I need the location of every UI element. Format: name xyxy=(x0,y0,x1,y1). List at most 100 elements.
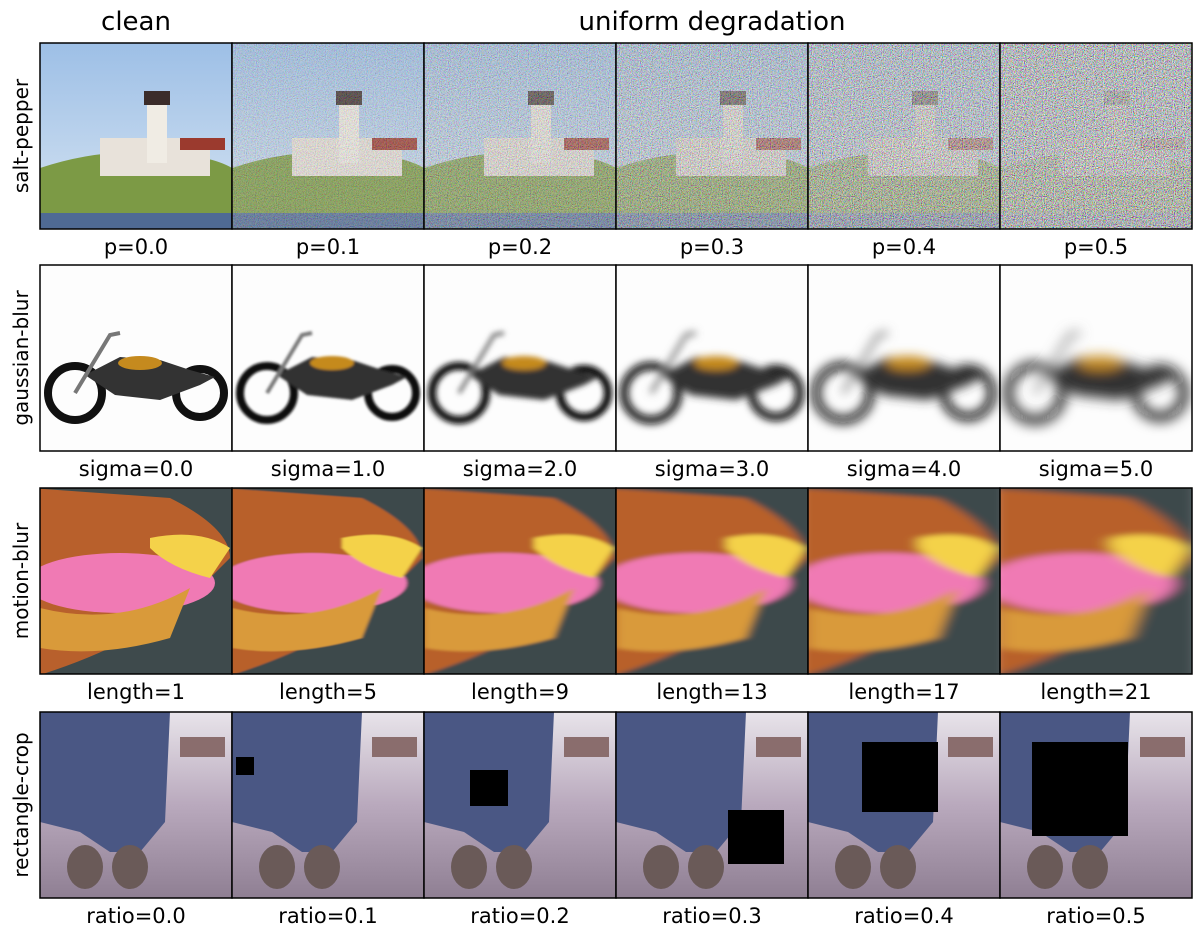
hand xyxy=(1027,845,1063,889)
hand xyxy=(643,845,679,889)
image-cell xyxy=(232,43,424,229)
hand xyxy=(496,845,532,889)
caption: sigma=4.0 xyxy=(847,457,961,481)
caption: sigma=0.0 xyxy=(79,457,193,481)
column-header: clean xyxy=(101,7,171,37)
occlusion xyxy=(862,742,938,812)
image-cell xyxy=(424,265,616,451)
image-cell xyxy=(217,478,434,684)
caption: length=13 xyxy=(656,680,767,704)
noise xyxy=(232,43,424,229)
row-label: motion-blur xyxy=(9,522,33,639)
caption: ratio=0.3 xyxy=(662,904,761,928)
row-label: gaussian-blur xyxy=(9,290,33,426)
image-cell xyxy=(1000,712,1192,898)
shell xyxy=(25,478,242,684)
caption: p=0.5 xyxy=(1064,235,1128,259)
boat xyxy=(756,737,801,757)
image-cell xyxy=(40,43,232,229)
page: {"header": {"left": "clean", "right": "u… xyxy=(0,0,1195,936)
image-cell xyxy=(808,712,1000,898)
tank xyxy=(694,356,738,370)
image-cell xyxy=(409,478,626,684)
hand xyxy=(1072,845,1108,889)
image-cell xyxy=(232,265,424,451)
caption: ratio=0.5 xyxy=(1046,904,1145,928)
image-cell xyxy=(40,265,232,451)
hand xyxy=(688,845,724,889)
caption: ratio=0.4 xyxy=(854,904,953,928)
caption: ratio=0.2 xyxy=(470,904,569,928)
lamp xyxy=(144,91,170,105)
caption: p=0.4 xyxy=(872,235,936,259)
caption: length=9 xyxy=(471,680,569,704)
caption: sigma=3.0 xyxy=(655,457,769,481)
hand xyxy=(835,845,871,889)
caption: length=1 xyxy=(87,680,185,704)
figure: clean uniform degradation salt-pepper p=0… xyxy=(0,0,1195,932)
hand xyxy=(304,845,340,889)
boat xyxy=(948,737,993,757)
image-cell xyxy=(616,712,808,898)
caption: sigma=1.0 xyxy=(271,457,385,481)
sea xyxy=(40,213,232,229)
caption: p=0.1 xyxy=(296,235,360,259)
noise xyxy=(424,43,616,229)
image-cell xyxy=(424,712,616,898)
boat xyxy=(372,737,417,757)
caption: ratio=0.0 xyxy=(86,904,185,928)
caption: sigma=5.0 xyxy=(1039,457,1153,481)
caption: length=5 xyxy=(279,680,377,704)
caption: p=0.0 xyxy=(104,235,168,259)
tank xyxy=(502,356,546,370)
tank xyxy=(886,356,930,370)
tank xyxy=(118,356,162,370)
shell xyxy=(793,478,1010,684)
image-cell xyxy=(808,265,1000,451)
hand xyxy=(259,845,295,889)
tower xyxy=(147,103,167,163)
boat xyxy=(564,737,609,757)
roof xyxy=(180,138,225,150)
caption: sigma=2.0 xyxy=(463,457,577,481)
shell xyxy=(601,478,818,684)
column-header: uniform degradation xyxy=(579,7,846,37)
image-cell xyxy=(808,43,1000,229)
image-cell xyxy=(985,478,1195,684)
hand xyxy=(880,845,916,889)
caption: length=21 xyxy=(1040,680,1151,704)
tank xyxy=(310,356,354,370)
row-label: salt-pepper xyxy=(9,78,33,193)
image-cell xyxy=(793,478,1010,684)
tank xyxy=(1078,356,1122,370)
hand xyxy=(112,845,148,889)
occlusion xyxy=(728,810,784,864)
hand xyxy=(67,845,103,889)
hand xyxy=(451,845,487,889)
image-cell xyxy=(616,265,808,451)
noise xyxy=(1000,43,1192,229)
occlusion xyxy=(1032,742,1128,836)
image-cell xyxy=(1000,265,1192,451)
caption: p=0.3 xyxy=(680,235,744,259)
caption: length=17 xyxy=(848,680,959,704)
image-cell xyxy=(40,712,232,898)
shell xyxy=(217,478,434,684)
noise xyxy=(616,43,808,229)
row-label: rectangle-crop xyxy=(9,732,33,877)
caption: p=0.2 xyxy=(488,235,552,259)
caption: ratio=0.1 xyxy=(278,904,377,928)
noise xyxy=(808,43,1000,229)
image-cell xyxy=(601,478,818,684)
image-cell xyxy=(232,712,424,898)
image-cell xyxy=(616,43,808,229)
occlusion xyxy=(236,757,254,775)
boat xyxy=(1140,737,1185,757)
shell xyxy=(985,478,1195,684)
image-cell xyxy=(1000,43,1192,229)
boat xyxy=(180,737,225,757)
occlusion xyxy=(470,770,508,806)
image-cell xyxy=(25,478,242,684)
image-cell xyxy=(424,43,616,229)
shell xyxy=(409,478,626,684)
